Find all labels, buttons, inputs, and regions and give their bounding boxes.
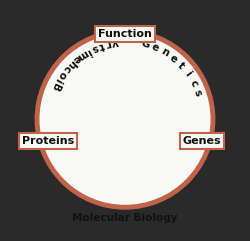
Text: s: s (90, 42, 100, 54)
Text: t: t (98, 40, 106, 51)
Text: e: e (150, 42, 160, 54)
Text: e: e (167, 53, 179, 65)
Text: i: i (183, 70, 193, 79)
Text: Function: Function (98, 29, 152, 39)
Text: i: i (53, 76, 64, 84)
Text: e: e (71, 53, 83, 65)
Text: c: c (188, 78, 199, 88)
Text: n: n (159, 47, 170, 59)
Text: Proteins: Proteins (22, 136, 74, 146)
Text: y: y (112, 37, 120, 48)
Text: t: t (176, 61, 186, 71)
Circle shape (37, 31, 213, 207)
Text: Genes: Genes (183, 136, 222, 146)
Text: s: s (192, 88, 203, 97)
Text: Molecular Biology: Molecular Biology (72, 213, 178, 223)
Text: i: i (84, 46, 92, 56)
Text: B: B (48, 81, 61, 92)
Text: h: h (65, 57, 78, 70)
Text: o: o (56, 68, 68, 80)
Text: m: m (75, 47, 90, 62)
Text: r: r (105, 38, 112, 49)
Text: G: G (140, 39, 150, 50)
Text: c: c (60, 63, 72, 74)
